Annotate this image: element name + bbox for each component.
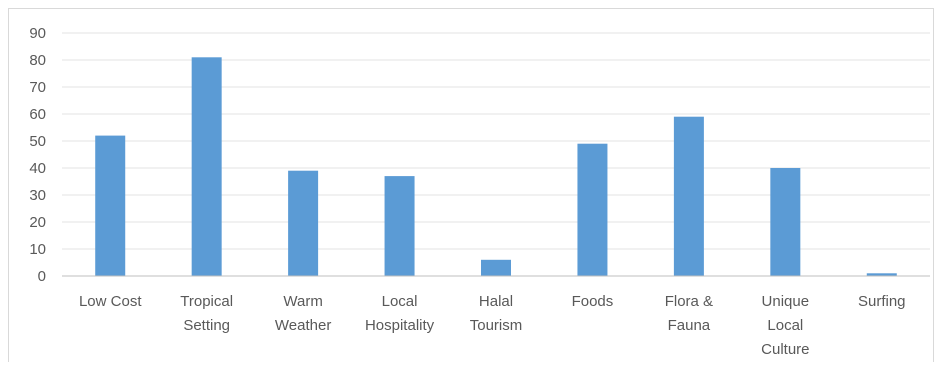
bar xyxy=(866,273,897,276)
bar xyxy=(577,143,608,276)
y-tick-label: 0 xyxy=(38,268,46,285)
x-category-label: Unique Local Culture xyxy=(761,293,809,358)
x-category-label: Local Hospitality xyxy=(365,293,435,334)
y-tick-label: 30 xyxy=(29,187,46,204)
bar xyxy=(384,176,415,276)
y-tick-label: 10 xyxy=(29,241,46,258)
x-category-label: Tropical Setting xyxy=(180,293,233,334)
bar xyxy=(288,170,319,276)
x-category-label: Foods xyxy=(572,293,614,310)
y-tick-label: 90 xyxy=(29,25,46,42)
chart-frame xyxy=(8,8,934,362)
y-tick-label: 80 xyxy=(29,52,46,69)
bar xyxy=(95,135,126,276)
y-tick-label: 40 xyxy=(29,160,46,177)
bar xyxy=(191,57,222,276)
x-category-label: Warm Weather xyxy=(275,293,331,334)
y-axis-ticks: 0 10 20 30 40 50 60 70 80 90 xyxy=(29,25,46,285)
y-tick-label: 50 xyxy=(29,133,46,150)
x-category-label: Halal Tourism xyxy=(470,293,523,334)
y-tick-label: 20 xyxy=(29,214,46,231)
x-category-label: Low Cost xyxy=(79,293,142,310)
bar xyxy=(673,116,704,276)
bar xyxy=(481,259,511,276)
x-category-label: Flora & Fauna xyxy=(665,293,713,334)
bars xyxy=(95,57,897,276)
y-tick-label: 70 xyxy=(29,79,46,96)
y-tick-label: 60 xyxy=(29,106,46,123)
bar xyxy=(770,168,801,276)
x-axis-labels: Low Cost Tropical Setting Warm Weather Local H… xyxy=(79,293,906,358)
x-category-label: Surfing xyxy=(858,293,906,310)
